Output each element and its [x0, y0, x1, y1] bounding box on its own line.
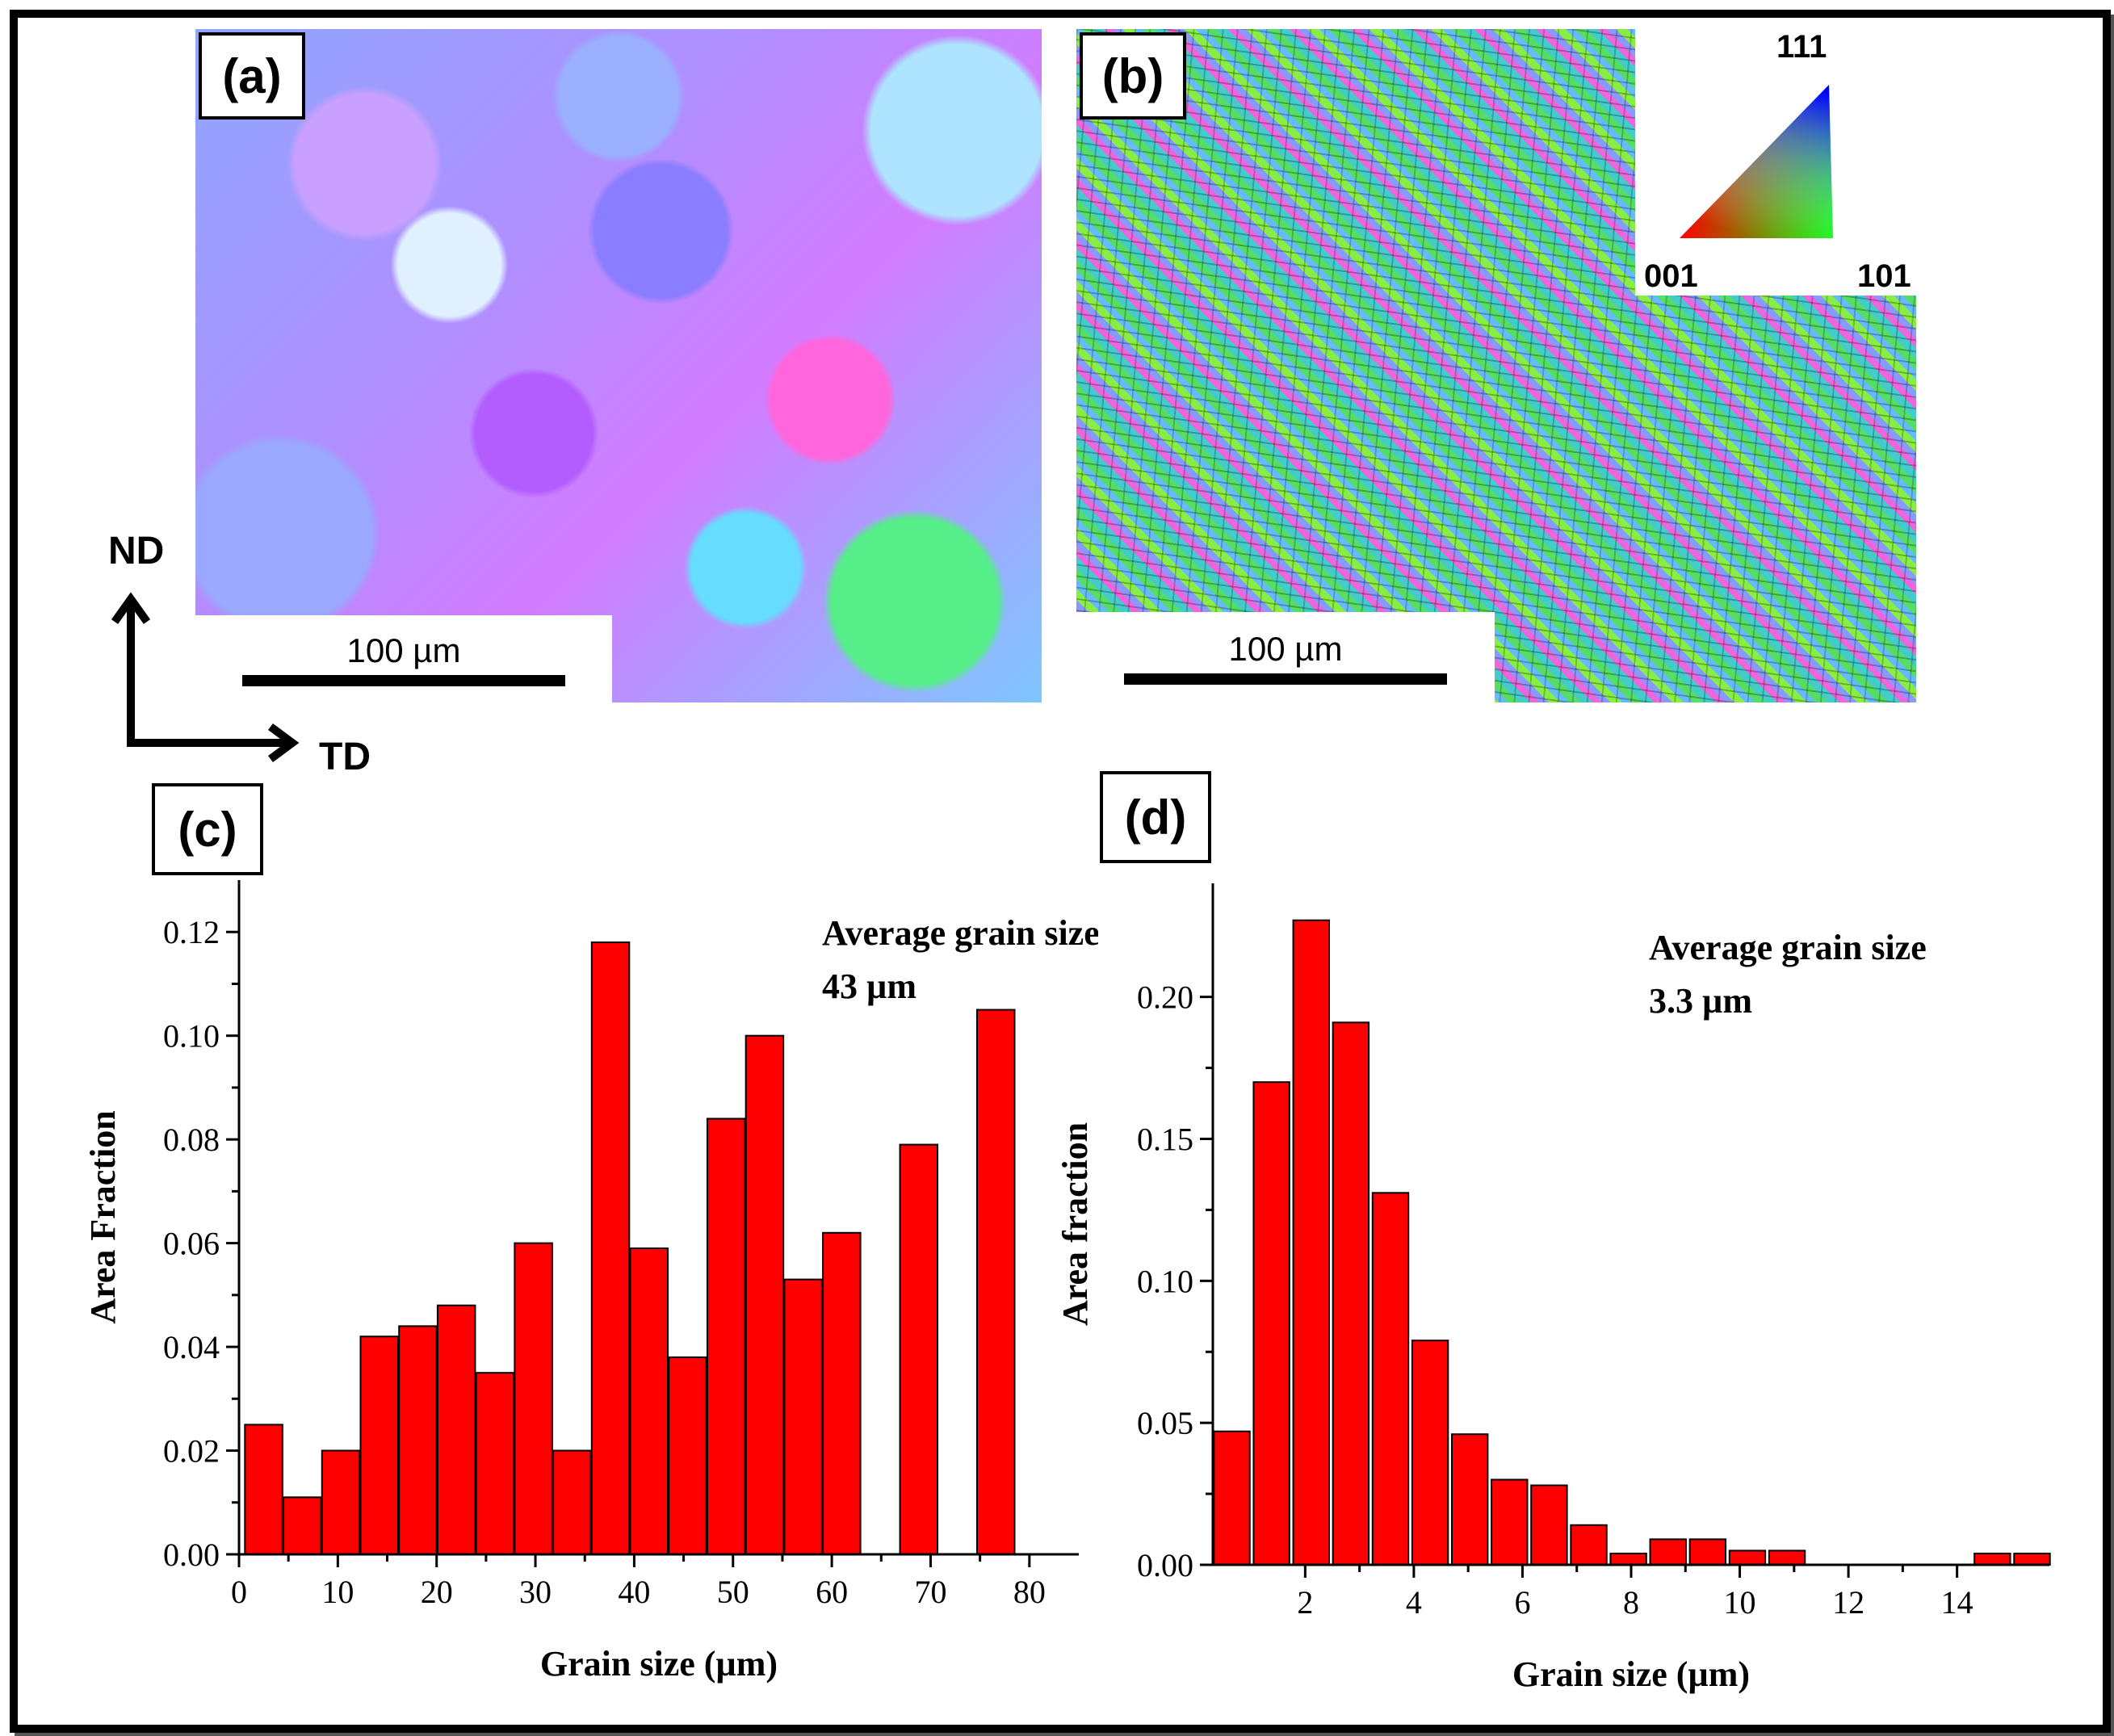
nd-label: ND: [108, 530, 165, 572]
y-tick-label: 0.12: [163, 914, 220, 950]
x-tick-label: 60: [816, 1574, 848, 1610]
bar: [1332, 1021, 1370, 1566]
bar: [1609, 1552, 1647, 1566]
bar: [706, 1117, 746, 1555]
bar: [1530, 1484, 1568, 1566]
bar: [475, 1372, 515, 1556]
x-tick-label: 40: [618, 1574, 650, 1610]
x-tick-label: 6: [1514, 1584, 1530, 1621]
ebsd-map-a: (a) 100 µm: [195, 29, 1042, 702]
bar: [552, 1449, 592, 1555]
x-tick-label: 30: [519, 1574, 552, 1610]
x-tick-label: 50: [717, 1574, 749, 1610]
ipf-label-101: 101: [1857, 258, 1911, 294]
scale-bar-line-b: [1124, 673, 1447, 685]
bar: [359, 1336, 399, 1555]
y-tick-label: 0.00: [163, 1537, 220, 1573]
scale-bar-a: 100 µm: [195, 615, 612, 702]
bar: [590, 941, 631, 1556]
bar: [283, 1496, 322, 1555]
x-axis-label: Grain size (µm): [540, 1644, 778, 1684]
bar: [1252, 1081, 1290, 1566]
bar: [1213, 1430, 1251, 1566]
ebsd-map-b: (b) 100 µm: [1076, 29, 1916, 702]
x-tick-label: 8: [1623, 1584, 1639, 1621]
y-tick-label: 0.10: [163, 1018, 220, 1055]
bar: [321, 1449, 361, 1555]
y-tick-label: 0.08: [163, 1122, 220, 1158]
bar: [514, 1242, 553, 1555]
y-tick-label: 0.05: [1137, 1405, 1193, 1441]
bar: [1371, 1192, 1410, 1566]
bar: [1973, 1552, 2011, 1566]
nd-td-axes: [111, 592, 300, 763]
bar: [668, 1356, 707, 1556]
bar: [1491, 1478, 1529, 1566]
y-axis-label: Area fraction: [1055, 1122, 1095, 1326]
x-tick-label: 0: [231, 1574, 247, 1610]
ipf-label-001: 001: [1644, 258, 1698, 294]
x-axis-label: Grain size (µm): [1512, 1654, 1750, 1694]
bar: [783, 1278, 823, 1555]
x-tick-label: 10: [1724, 1584, 1756, 1621]
histogram-d: 2 4 6 8 10 12 14 0.00 0.05 0.10 0.15 0.20 Grain size…: [1055, 883, 2051, 1694]
y-tick-label: 0.10: [1137, 1263, 1193, 1299]
panel-label-b: (b): [1080, 32, 1186, 120]
bar: [436, 1304, 476, 1555]
y-tick-label: 0.04: [163, 1329, 220, 1365]
x-tick-label: 14: [1941, 1584, 1973, 1621]
y-tick-label: 0.00: [1137, 1547, 1193, 1583]
bar: [1292, 919, 1330, 1566]
scale-bar-text-a: 100 µm: [346, 631, 461, 669]
bar: [1570, 1524, 1608, 1566]
x-tick-label: 12: [1832, 1584, 1864, 1621]
y-tick-label: 0.02: [163, 1433, 220, 1470]
bar: [1768, 1549, 1806, 1566]
bar: [1728, 1549, 1767, 1566]
x-tick-label: 80: [1013, 1574, 1046, 1610]
annotation-line: 43 µm: [822, 967, 916, 1006]
x-tick-label: 10: [321, 1574, 354, 1610]
ipf-triangle: [1680, 85, 1833, 238]
y-axis-label: Area Fraction: [83, 1110, 123, 1323]
annotation-line: 3.3 µm: [1649, 981, 1752, 1021]
bar: [2013, 1552, 2051, 1566]
bar: [822, 1231, 862, 1555]
scale-bar-b: 100 µm: [1076, 612, 1495, 702]
bar: [398, 1325, 438, 1556]
bar: [745, 1034, 785, 1555]
bar: [1688, 1538, 1727, 1566]
bar: [1411, 1340, 1449, 1566]
panel-label-a: (a): [199, 32, 305, 120]
y-tick-label: 0.15: [1137, 1122, 1193, 1158]
ipf-label-111: 111: [1776, 29, 1827, 65]
annotation-line: Average grain size: [822, 913, 1098, 953]
histogram-c: 0 10 20 30 40 50 60 70 80 0.00 0.02 0.04 0.06 0.08 0.1…: [83, 880, 1098, 1684]
panel-label-c: (c): [152, 783, 263, 875]
td-label: TD: [319, 736, 371, 778]
annotation-line: Average grain size: [1649, 928, 1927, 967]
panel-label-d: (d): [1100, 771, 1211, 863]
bar: [899, 1143, 939, 1555]
x-tick-label: 4: [1406, 1584, 1422, 1621]
bar: [1451, 1433, 1489, 1566]
x-tick-label: 70: [914, 1574, 946, 1610]
y-tick-label: 0.06: [163, 1226, 220, 1262]
bar: [629, 1247, 669, 1555]
bar: [244, 1424, 283, 1556]
y-tick-label: 0.20: [1137, 979, 1193, 1016]
bar: [975, 1008, 1016, 1556]
x-tick-label: 20: [421, 1574, 453, 1610]
bar: [1649, 1538, 1687, 1566]
scale-bar-line-a: [242, 675, 565, 686]
scale-bar-text-b: 100 µm: [1228, 630, 1343, 668]
x-tick-label: 2: [1297, 1584, 1313, 1621]
